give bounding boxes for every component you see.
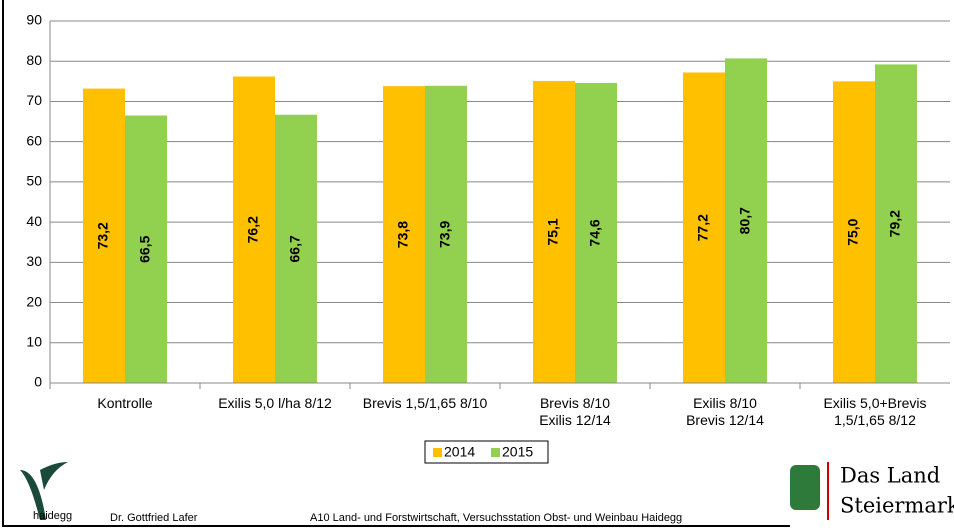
data-label: 73,9 [437,221,453,248]
x-tick-label: Exilis 5,0+Brevis 1,5/1,65 8/12 [823,395,927,428]
y-tick-label: 80 [26,52,42,68]
bar [875,64,917,383]
data-label: 73,8 [395,221,411,248]
data-label: 79,2 [887,210,903,237]
y-tick-label: 90 [26,12,42,28]
data-label: 74,6 [587,219,603,246]
legend-swatch [433,448,442,457]
x-tick-label: Brevis 1,5/1,65 8/10 [362,395,488,411]
data-label: 80,7 [737,207,753,234]
author: Dr. Gottfried Lafer [110,512,198,524]
y-tick-label: 40 [26,213,42,229]
data-label: 66,7 [287,235,303,262]
y-tick-label: 60 [26,132,42,148]
bar [833,81,875,383]
data-label: 76,2 [245,216,261,243]
y-tick-label: 20 [26,293,42,309]
x-tick-label: Brevis 8/10 Exilis 12/14 [539,395,611,428]
y-tick-label: 30 [26,253,42,269]
legend-label: 2014 [444,444,475,460]
bar [575,82,617,383]
bar [425,85,467,383]
logo-text: haidegg [33,510,72,522]
legend-box [424,440,549,464]
logo-icon [20,462,68,520]
legend-swatch [491,448,500,457]
institution: A10 Land- und Forstwirtschaft, Versuchss… [310,512,682,524]
bar [533,80,575,383]
brand-text: Steiermark [840,494,954,518]
y-tick-label: 0 [34,374,42,390]
crest [790,465,820,510]
bar [125,115,167,384]
data-label: 66,5 [137,235,153,262]
bar [275,114,317,384]
y-tick-label: 10 [26,333,42,349]
y-tick-label: 50 [26,173,42,189]
legend-label: 2015 [502,444,533,460]
bar [233,76,275,384]
x-tick-label: Exilis 5,0 l/ha 8/12 [218,395,332,411]
bar [683,72,725,384]
x-tick-label: Kontrolle [97,395,153,411]
x-tick-label: Exilis 8/10 Brevis 12/14 [686,395,764,428]
data-label: 73,2 [95,222,111,249]
bar [83,88,125,383]
slide-frame [2,0,790,527]
bar [725,58,767,383]
bar [383,86,425,383]
brand-text: Das Land [840,464,940,488]
data-label: 75,0 [845,218,861,245]
y-tick-label: 70 [26,92,42,108]
data-label: 75,1 [545,218,561,245]
data-label: 77,2 [695,214,711,241]
